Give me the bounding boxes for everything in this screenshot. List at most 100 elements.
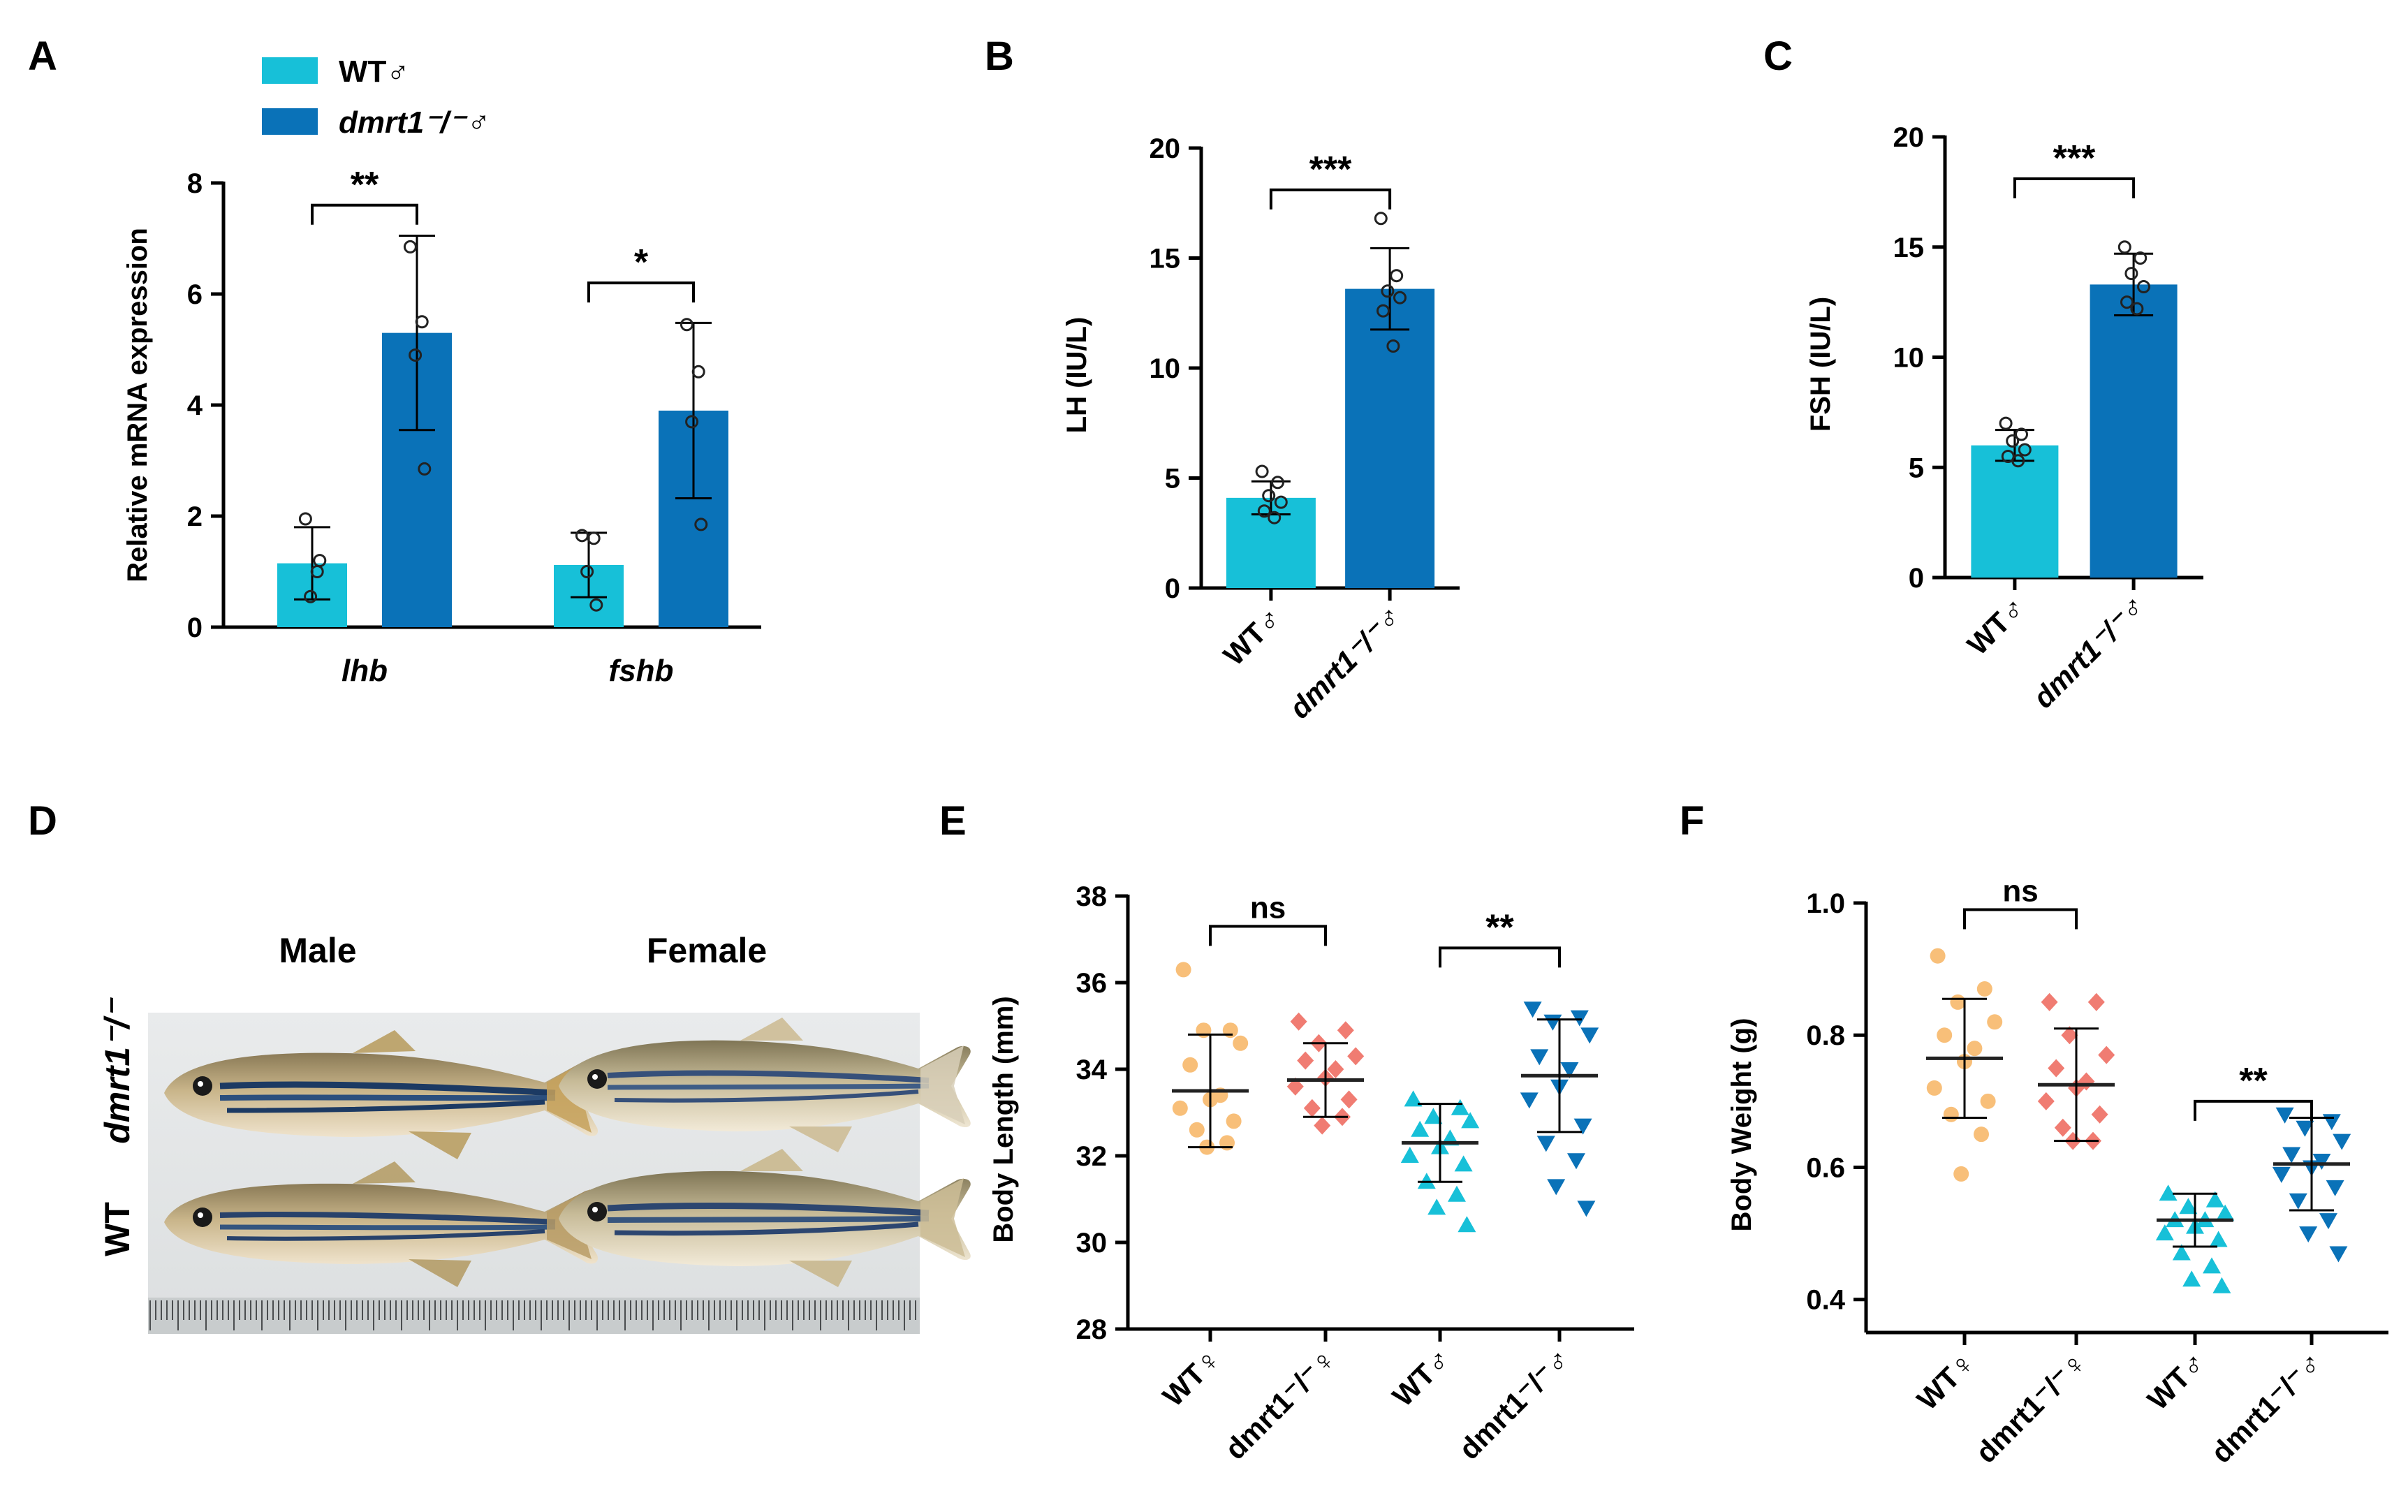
data-point: [1937, 1027, 1953, 1043]
significance-bracket: [587, 281, 695, 303]
data-point: [2182, 1270, 2201, 1287]
data-point: [2015, 427, 2028, 441]
data-point: [1257, 504, 1271, 518]
data-point: [691, 365, 705, 379]
y-tick-label: 6: [187, 279, 203, 310]
data-point: [1175, 962, 1191, 978]
data-point: [2048, 1059, 2065, 1078]
data-point: [1400, 1147, 1419, 1163]
data-point: [1577, 1201, 1596, 1217]
significance-bracket: [311, 203, 418, 225]
data-point: [1573, 1118, 1592, 1135]
data-point: [2275, 1107, 2294, 1124]
x-category-label: dmrt1⁻/⁻♀: [1219, 1342, 1343, 1466]
significance-label: ***: [2053, 138, 2096, 179]
data-point: [2054, 1118, 2071, 1137]
legend-label-dmrt1-male: dmrt1⁻/⁻♂: [339, 105, 488, 140]
data-point: [2011, 454, 2025, 468]
data-point: [2326, 1180, 2344, 1196]
y-axis-title: FSH (IU/L): [1805, 297, 1836, 432]
y-tick-label: 0: [1909, 563, 1924, 594]
data-point: [694, 518, 708, 531]
data-point: [587, 531, 601, 545]
data-point: [1182, 1057, 1198, 1073]
bar: [1345, 288, 1435, 588]
data-point: [2159, 1184, 2178, 1201]
data-point: [1547, 1179, 1566, 1196]
data-point: [1570, 1010, 1589, 1027]
significance-bracket: [1269, 188, 1392, 210]
panel-letter-d: D: [28, 798, 57, 844]
data-point: [403, 240, 417, 254]
fish-female-wt: [559, 1149, 971, 1287]
data-point: [1262, 489, 1276, 503]
chart-c-fsh: 0 5 10 15 20 FSH (IU/L) WT♂dmrt1⁻/⁻♂ ***: [1805, 122, 2203, 714]
data-point: [1268, 511, 1282, 524]
panel-letter-b: B: [985, 34, 1014, 79]
data-point: [1427, 1198, 1446, 1215]
data-point: [2087, 992, 2105, 1011]
data-point: [2329, 1246, 2348, 1263]
data-point: [1520, 1092, 1539, 1109]
data-point: [2289, 1193, 2307, 1210]
data-point: [1381, 284, 1395, 298]
y-axis-title: Body Weight (g): [1726, 1018, 1757, 1232]
data-point: [1376, 304, 1390, 318]
x-category-label: dmrt1⁻/⁻♂: [1453, 1342, 1577, 1466]
data-point: [2272, 1166, 2291, 1183]
photo-ruler: [148, 1298, 920, 1334]
panel-letter-a: A: [28, 34, 57, 79]
significance-bracket: [1963, 908, 2078, 930]
data-point: [2061, 1026, 2078, 1045]
data-point: [2124, 267, 2138, 281]
data-point: [1461, 1112, 1480, 1129]
data-point: [2137, 280, 2150, 294]
data-point: [1454, 1155, 1473, 1172]
x-category-label: dmrt1⁻/⁻♀: [1969, 1345, 2094, 1469]
data-point: [685, 415, 699, 429]
data-point: [1386, 339, 1400, 353]
data-point: [1987, 1014, 2003, 1030]
y-tick-label: 20: [1150, 133, 1181, 164]
data-point: [1374, 212, 1388, 226]
data-point: [2018, 443, 2032, 457]
data-point: [418, 462, 432, 476]
y-axis-title: LH (IU/L): [1062, 317, 1092, 434]
data-point: [1999, 416, 2013, 430]
data-point: [575, 529, 589, 543]
data-point: [2282, 1147, 2301, 1164]
y-tick-label: 0.4: [1806, 1285, 1845, 1316]
data-point: [1580, 1027, 1599, 1044]
chart-f-body-weight: 0.4 0.6 0.8 1.0 Body Weight (g) WT♀dmrt1⁻/⁻♀ W…: [1726, 874, 2388, 1469]
x-category-label: lhb: [342, 654, 388, 688]
data-point: [1226, 1113, 1242, 1129]
data-point: [409, 348, 423, 362]
significance-label: ***: [1309, 149, 1352, 190]
x-category-label: WT♂: [1386, 1342, 1458, 1413]
y-tick-label: 15: [1893, 233, 1925, 263]
data-point: [1567, 1153, 1585, 1170]
data-point: [415, 315, 429, 329]
data-point: [2041, 992, 2058, 1011]
data-point: [1390, 269, 1404, 283]
x-category-label: WT♀: [1911, 1345, 1982, 1416]
data-point: [1297, 1051, 1314, 1070]
x-category-label: fshb: [609, 654, 674, 688]
data-point: [2203, 1257, 2221, 1274]
data-point: [1271, 476, 1284, 490]
data-point: [2209, 1231, 2228, 1247]
y-tick-label: 0.8: [1806, 1020, 1845, 1051]
photo-row-label-dmrt1: dmrt1⁻/⁻: [98, 997, 137, 1144]
y-tick-label: 0.6: [1806, 1152, 1845, 1183]
y-tick-label: 5: [1165, 464, 1180, 494]
y-tick-label: 38: [1076, 881, 1108, 912]
legend-label-wt-male: WT♂: [339, 54, 409, 89]
x-category-label: dmrt1⁻/⁻♂: [2027, 590, 2151, 714]
y-tick-label: 5: [1909, 453, 1924, 483]
data-point: [2037, 1092, 2055, 1110]
x-category-label: dmrt1⁻/⁻♂: [2205, 1345, 2329, 1469]
data-point: [1404, 1090, 1423, 1107]
data-point: [2212, 1277, 2231, 1293]
